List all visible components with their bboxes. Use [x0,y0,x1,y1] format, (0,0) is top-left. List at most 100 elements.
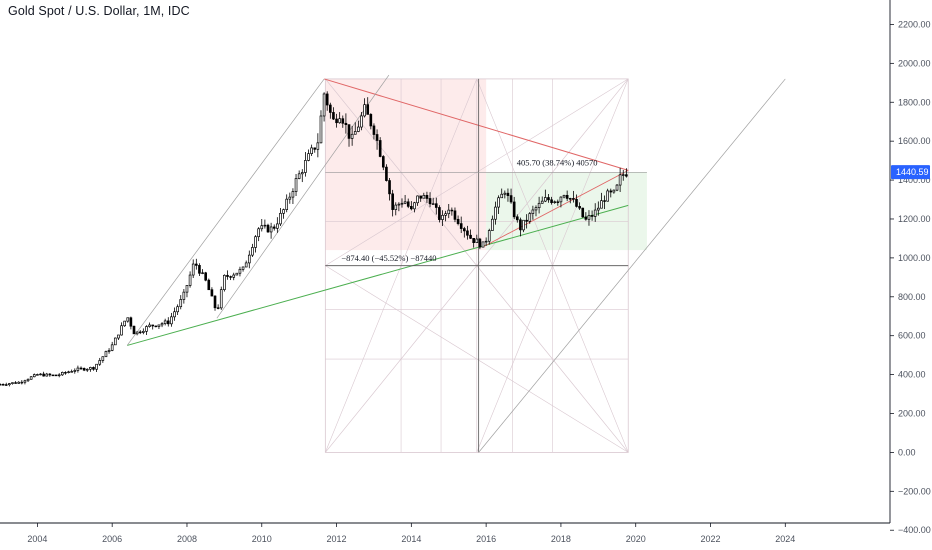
candle-up [257,227,260,242]
candle-up [310,144,313,156]
candle-body [456,218,460,224]
candle-body [266,224,270,233]
candle-body [572,198,575,200]
candle-up [232,272,236,281]
candle-body [438,207,441,220]
candle-body [110,344,114,351]
candle-up [11,382,14,385]
y-tick-label: 200.00 [898,409,926,419]
candle-down [547,194,550,203]
candle-body [182,291,186,300]
candle-down [590,210,594,221]
candle-down [525,214,528,229]
candle-up [104,350,108,358]
candle-up [145,325,148,335]
candle-down [456,215,460,226]
candle-body [500,193,504,199]
candle-body [575,199,578,207]
candle-up [157,324,161,329]
candle-body [472,237,475,243]
candle-down [425,191,429,203]
x-tick-label: 2010 [252,534,272,544]
candle-body [300,172,304,175]
candle-body [559,196,563,203]
candle-body [213,295,217,309]
candle-up [444,210,447,222]
candle-body [410,206,413,210]
candle-body [285,198,289,210]
candle-body [294,178,298,192]
candle-down [506,188,510,202]
candle-body [67,371,70,374]
candle-body [335,118,338,124]
candle-down [166,317,170,327]
candle-body [113,337,117,346]
candle-up [413,201,416,213]
candle-down [229,275,232,281]
candle-up [73,368,77,374]
candle-body [129,317,133,327]
candle-body [117,334,120,339]
candle-body [603,200,606,202]
candle-body [325,93,329,106]
candle-up [431,197,435,205]
candle-up [263,219,267,229]
candle-down [406,198,410,209]
candle-down [453,207,457,223]
candle-body [509,195,513,203]
candle-up [163,318,167,326]
candle-body [550,199,553,203]
candle-body [107,350,111,352]
candle-down [216,304,220,310]
candle-up [101,356,105,363]
candle-down [335,113,338,128]
candle-down [92,366,95,371]
candle-up [441,210,444,226]
candle-body [562,194,566,198]
y-tick-label: −200.00 [898,486,931,496]
candle-body [104,351,108,358]
channel-line [126,78,325,346]
candle-down [198,263,201,276]
candle-up [307,149,310,162]
candle-down [581,207,585,218]
candle-down [48,373,52,377]
candle-body [76,367,80,371]
y-tick-label: 0.00 [898,447,916,457]
candle-up [36,373,39,376]
candle-up [285,194,289,213]
candle-body [491,218,494,231]
candle-up [244,260,248,268]
candle-down [519,217,522,237]
candle-down [410,201,413,211]
candle-body [135,331,139,335]
candle-body [581,207,585,218]
candle-up [537,196,541,214]
candle-body [257,228,260,238]
candle-down [51,374,55,377]
candle-up [503,190,507,199]
candle-down [54,374,58,377]
candle-up [176,304,179,315]
candle-body [179,299,183,308]
candle-body [525,219,528,222]
candle-down [378,137,382,158]
candle-up [8,382,11,387]
candle-down [434,197,438,215]
resistance-trendline [324,78,629,171]
candle-up [173,307,176,321]
candle-body [357,126,360,132]
candle-body [313,147,317,150]
candle-body [316,142,320,150]
candle-body [272,226,276,229]
candle-body [481,241,485,248]
candle-up [291,188,295,204]
candle-down [204,271,207,282]
candle-up [363,98,366,118]
candle-up [76,365,80,373]
candle-down [584,212,588,221]
y-tick-label: 1800.00 [898,97,931,107]
candle-body [515,216,519,221]
